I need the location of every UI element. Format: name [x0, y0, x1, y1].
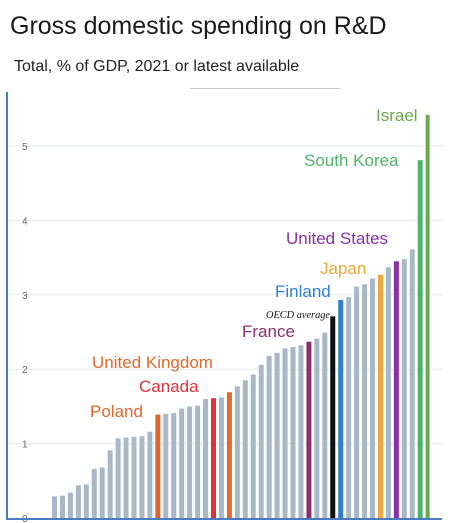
- bar-label-south-korea: South Korea: [304, 151, 399, 170]
- bars: [52, 114, 430, 519]
- bar: [346, 297, 352, 518]
- bar-label-finland: Finland: [275, 282, 331, 301]
- bar-label-united-states: United States: [286, 229, 388, 248]
- y-tick-label: 5: [22, 142, 28, 153]
- bar-label-france: France: [242, 322, 295, 341]
- bar: [377, 274, 383, 518]
- bar: [274, 352, 280, 518]
- bar: [218, 397, 224, 518]
- bar: [211, 398, 216, 518]
- bar: [242, 380, 248, 518]
- bar: [306, 341, 312, 518]
- bar: [179, 408, 185, 518]
- bar: [393, 261, 399, 518]
- bar: [250, 374, 256, 518]
- bar: [139, 436, 145, 518]
- bar-label-japan: Japan: [320, 259, 366, 278]
- bar: [385, 267, 391, 518]
- bar: [290, 346, 296, 518]
- chart-title: Gross domestic spending on R&D: [10, 12, 387, 40]
- bar: [409, 249, 415, 519]
- title-divider: [190, 88, 340, 89]
- chart-frame-bottom: [6, 518, 442, 520]
- y-tick-label: 2: [22, 365, 28, 376]
- y-tick-label: 4: [22, 216, 28, 227]
- bar: [155, 414, 161, 518]
- bar: [203, 398, 209, 518]
- bar: [338, 300, 344, 518]
- bar: [123, 437, 129, 518]
- bar: [99, 467, 105, 518]
- plot-area: [6, 92, 442, 517]
- bar: [91, 468, 97, 518]
- bar: [195, 405, 201, 518]
- bar: [298, 345, 304, 518]
- bar: [401, 259, 407, 518]
- chart-subtitle: Total, % of GDP, 2021 or latest availabl…: [14, 58, 300, 75]
- bar: [226, 392, 232, 518]
- bar-label-united-kingdom: United Kingdom: [92, 353, 213, 372]
- bar: [187, 406, 193, 518]
- bar-label-oecd-average: OECD average: [266, 310, 331, 321]
- y-axis-ticks: 012345: [22, 142, 28, 523]
- bar: [362, 284, 368, 518]
- bar: [258, 364, 264, 518]
- bar: [67, 492, 73, 518]
- bar: [425, 114, 430, 518]
- bar: [83, 484, 89, 518]
- bar: [163, 413, 169, 518]
- bar: [282, 348, 288, 518]
- bar: [115, 438, 121, 518]
- bar: [107, 450, 113, 518]
- bar: [59, 495, 65, 518]
- chart-frame-left: [6, 92, 8, 520]
- bar: [322, 332, 328, 518]
- bar: [75, 485, 81, 518]
- gridlines: [8, 145, 442, 445]
- y-tick-label: 1: [22, 440, 28, 451]
- bar: [52, 496, 57, 518]
- bar: [147, 431, 153, 518]
- bar: [370, 278, 375, 518]
- bar: [354, 286, 360, 518]
- bar: [266, 355, 272, 518]
- bar: [131, 436, 137, 518]
- bar: [314, 338, 320, 518]
- bar: [330, 316, 336, 518]
- bar: [171, 413, 177, 518]
- bar: [234, 386, 240, 518]
- bar-label-israel: Israel: [376, 106, 418, 125]
- bar: [417, 160, 423, 518]
- bar-label-canada: Canada: [139, 377, 199, 396]
- bar-label-poland: Poland: [90, 402, 143, 421]
- y-tick-label: 3: [22, 291, 28, 302]
